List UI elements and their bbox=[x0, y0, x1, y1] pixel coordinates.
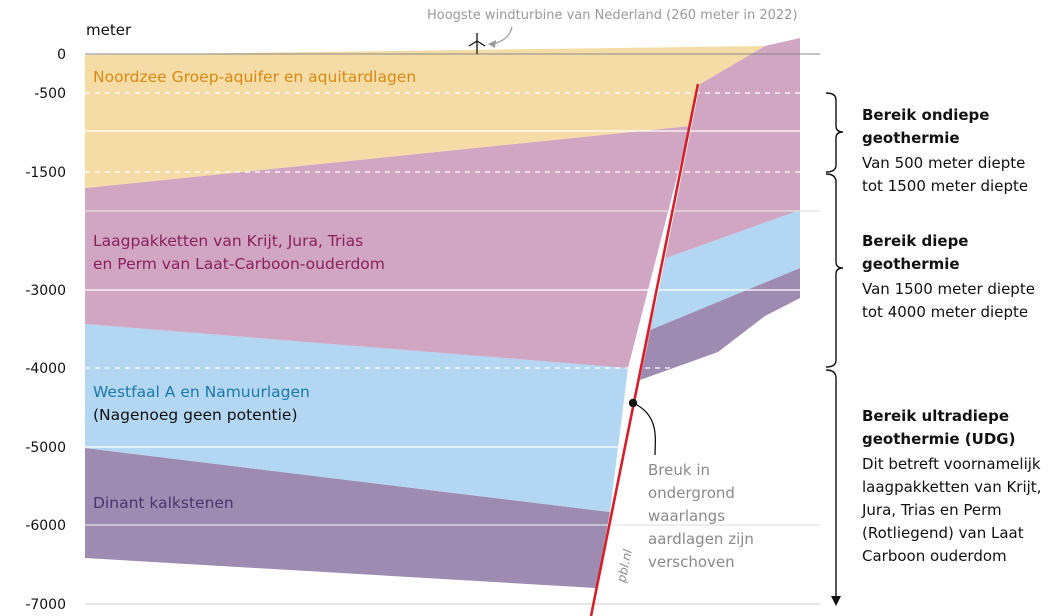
fault-leader bbox=[632, 402, 656, 456]
shallow-title-1: Bereik ondiepe bbox=[862, 106, 989, 124]
layer-label-westphalian-1: Westfaal A en Namuurlagen bbox=[93, 383, 310, 401]
tick-3000: -3000 bbox=[25, 283, 66, 299]
layer-cretaceous bbox=[85, 126, 690, 368]
layer-westphalian-east bbox=[650, 210, 800, 330]
layer-label-dinantian: Dinant kalkstenen bbox=[93, 494, 234, 512]
layer-cretaceous-east bbox=[640, 38, 800, 380]
shallow-text-2: tot 1500 meter diepte bbox=[862, 177, 1028, 195]
tick-0: 0 bbox=[57, 47, 66, 63]
layer-label-cretaceous-2: en Perm van Laat-Carboon-ouderdom bbox=[93, 255, 385, 273]
ultradeep-arrow-head bbox=[831, 596, 841, 606]
tick-5000: -5000 bbox=[25, 440, 66, 456]
wind-turbine-icon bbox=[468, 33, 486, 54]
deep-title-1: Bereik diepe bbox=[862, 232, 968, 250]
ultradeep-text-1: Dit betreft voornamelijk bbox=[862, 455, 1041, 473]
turbine-arrow-head bbox=[488, 40, 496, 48]
ultradeep-title-1: Bereik ultradiepe bbox=[862, 407, 1009, 425]
turbine-note: Hoogste windturbine van Nederland (260 m… bbox=[427, 8, 798, 23]
tick-6000: -6000 bbox=[25, 518, 66, 534]
deep-text-2: tot 4000 meter diepte bbox=[862, 303, 1028, 321]
shallow-title-2: geothermie bbox=[862, 129, 960, 147]
ultradeep-text-4: (Rotliegend) van Laat bbox=[862, 524, 1024, 542]
tick-1500: -1500 bbox=[25, 165, 66, 181]
layer-north-sea bbox=[85, 46, 765, 188]
layer-label-north-sea: Noordzee Groep-aquifer en aquitardlagen bbox=[93, 68, 416, 86]
layer-dinantian bbox=[85, 448, 610, 588]
ultradeep-text-2: laagpakketten van Krijt, bbox=[862, 478, 1041, 496]
fault-note-line-3: waarlangs bbox=[648, 507, 725, 525]
credit-label: pbl.nl bbox=[614, 547, 635, 584]
layer-label-cretaceous-1: Laagpakketten van Krijt, Jura, Trias bbox=[93, 232, 363, 250]
fault-note-line-2: ondergrond bbox=[648, 484, 735, 502]
ultradeep-text-5: Carboon ouderdom bbox=[862, 547, 1007, 565]
fault-line bbox=[589, 83, 700, 616]
tick-4000: -4000 bbox=[25, 361, 66, 377]
layer-westphalian bbox=[85, 324, 628, 512]
layer-dinantian-east bbox=[640, 268, 800, 380]
bracket-ultradeep bbox=[825, 369, 837, 596]
bracket-shallow bbox=[825, 92, 844, 173]
ultradeep-text-3: Jura, Trias en Perm bbox=[861, 501, 1002, 519]
fault-note-line-4: aardlagen zijn bbox=[648, 530, 754, 548]
fault-note-line-5: verschoven bbox=[648, 553, 735, 571]
axis-unit-label: meter bbox=[86, 21, 132, 39]
tick-7000: -7000 bbox=[25, 597, 66, 613]
tick-500: -500 bbox=[34, 86, 66, 102]
deep-title-2: geothermie bbox=[862, 255, 960, 273]
shallow-text-1: Van 500 meter diepte bbox=[862, 154, 1025, 172]
deep-text-1: Van 1500 meter diepte bbox=[862, 280, 1035, 298]
layer-label-westphalian-2: (Nagenoeg geen potentie) bbox=[93, 406, 298, 424]
ultradeep-title-2: geothermie (UDG) bbox=[862, 430, 1015, 448]
grid-lines-outside bbox=[85, 53, 820, 605]
fault-note-line-1: Breuk in bbox=[648, 461, 710, 479]
bracket-deep bbox=[825, 173, 844, 368]
